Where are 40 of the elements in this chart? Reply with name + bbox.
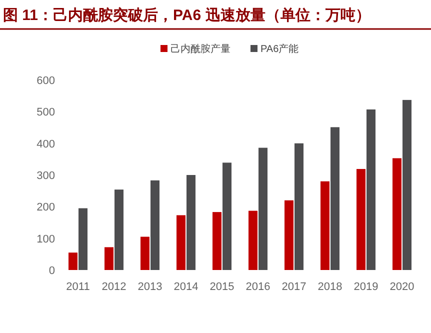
x-tick-label: 2013 <box>138 281 162 293</box>
y-tick-label: 300 <box>36 170 55 182</box>
bar <box>222 162 232 270</box>
bar <box>140 236 150 270</box>
y-tick-label: 500 <box>36 106 55 119</box>
bar <box>356 168 366 270</box>
x-tick-label: 2014 <box>174 281 198 293</box>
bar <box>104 247 114 270</box>
bar <box>212 212 222 270</box>
x-tick-label: 2017 <box>282 281 306 293</box>
y-tick-label: 400 <box>36 138 55 150</box>
x-tick-label: 2019 <box>354 281 378 293</box>
bar <box>114 190 124 270</box>
bar <box>392 158 402 270</box>
y-tick-label: 0 <box>48 265 55 277</box>
bar <box>284 200 294 270</box>
bar <box>330 127 340 270</box>
bar <box>248 210 258 270</box>
x-tick-label: 2020 <box>390 281 414 293</box>
bar <box>68 252 78 270</box>
legend-label: PA6产能 <box>260 43 299 55</box>
bar <box>150 180 160 270</box>
chart-title: 图 11：己内酰胺突破后，PA6 迅速放量（单位：万吨） <box>3 6 370 24</box>
bar <box>186 175 196 270</box>
bar <box>78 208 88 270</box>
x-tick-label: 2012 <box>102 281 126 293</box>
bar <box>366 109 376 270</box>
y-tick-label: 100 <box>36 233 55 246</box>
x-tick-label: 2015 <box>210 281 234 293</box>
legend-label: 己内酰胺产量 <box>170 43 230 55</box>
bar <box>258 148 268 270</box>
bar <box>320 181 330 270</box>
bar <box>402 100 412 270</box>
y-tick-label: 200 <box>36 202 55 214</box>
x-tick-label: 2016 <box>246 281 270 293</box>
bar <box>294 143 304 270</box>
y-tick-label: 600 <box>36 75 55 87</box>
x-tick-label: 2011 <box>66 281 90 293</box>
bar <box>176 215 186 270</box>
x-tick-label: 2018 <box>318 281 342 293</box>
